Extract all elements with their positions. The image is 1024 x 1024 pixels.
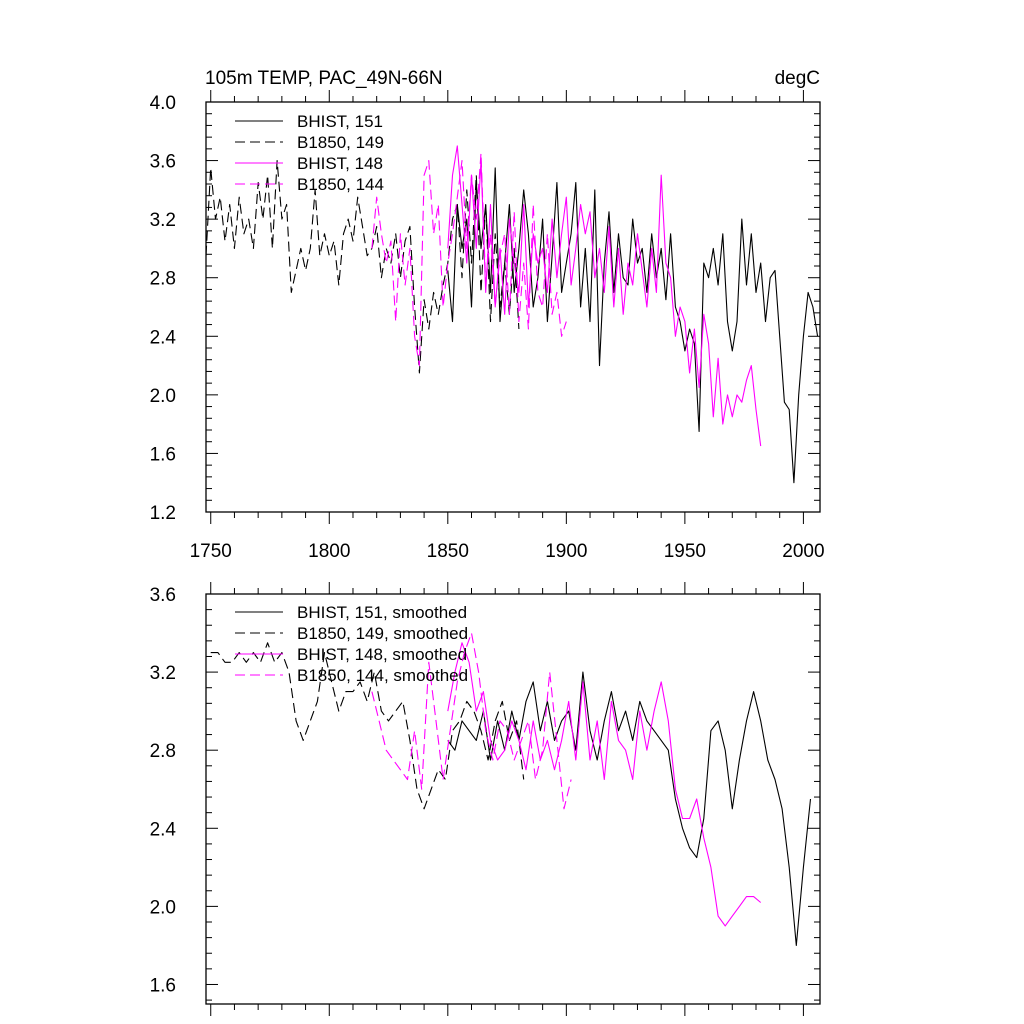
x-tick-label: 1750 [190, 541, 232, 562]
y-tick-label: 3.6 [150, 152, 176, 173]
series-line-3 [447, 145, 762, 447]
y-tick-label: 2.8 [150, 269, 176, 290]
y-tick-label: 1.2 [150, 503, 176, 524]
x-tick-label: 1850 [427, 541, 469, 562]
chart-title: 105m TEMP, PAC_49N-66N [205, 68, 443, 89]
y-tick-label: 1.6 [150, 444, 176, 465]
y-tick-label: 2.4 [150, 327, 177, 348]
legend-entry: BHIST, 148 [297, 154, 383, 173]
legend-entry: BHIST, 148, smoothed [297, 645, 467, 664]
legend-entry: BHIST, 151, smoothed [297, 603, 467, 622]
x-tick-label: 1950 [664, 541, 706, 562]
y-tick-label: 1.6 [150, 975, 176, 996]
legend-entry: B1850, 144 [297, 175, 384, 194]
x-tick-label: 2000 [782, 541, 824, 562]
series-line-4 [371, 632, 572, 810]
y-tick-label: 2.0 [150, 386, 176, 407]
top-panel: 1.2 1.6 2.0 2.4 2.8 3.2 3.6 4.0 1750 1800 1850 1900… [150, 90, 825, 562]
x-tick-label: 1900 [545, 541, 587, 562]
legend-entry: BHIST, 151 [297, 112, 383, 131]
plot-area-frame [205, 593, 821, 1005]
series-line-2 [210, 642, 525, 810]
bottom-panel: 1.6 2.0 2.4 2.8 3.2 3.6 BHIST, 151, smoothed B1… [150, 582, 821, 1016]
legend-entry: B1850, 149, smoothed [297, 624, 468, 643]
plot-area-frame [205, 101, 821, 513]
y-tick-label: 2.4 [150, 819, 177, 840]
y-tick-label: 2.0 [150, 897, 176, 918]
y-tick-label: 2.8 [150, 741, 176, 762]
y-tick-label: 3.2 [150, 210, 176, 231]
series-line-3 [447, 642, 762, 927]
series-line-1 [447, 167, 819, 484]
series-line-2 [206, 160, 520, 374]
x-tick-label: 1800 [308, 541, 350, 562]
series-line-4 [371, 152, 567, 367]
units-label: degC [775, 68, 820, 89]
legend-entry: B1850, 149 [297, 133, 384, 152]
y-tick-label: 3.6 [150, 585, 176, 606]
legend-entry: B1850, 144, smoothed [297, 666, 468, 685]
series-line-1 [447, 671, 812, 946]
y-tick-label: 3.2 [150, 663, 176, 684]
y-tick-label: 4.0 [150, 93, 176, 114]
